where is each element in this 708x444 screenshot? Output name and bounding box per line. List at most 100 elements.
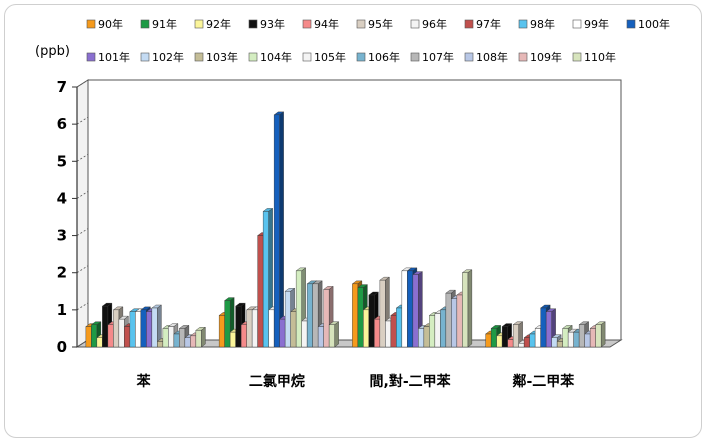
legend-label: 102年 xyxy=(152,50,184,64)
legend-label: 91年 xyxy=(152,17,177,31)
bar-front xyxy=(374,318,381,348)
legend-item: 107年 xyxy=(410,50,454,64)
bar-front xyxy=(390,315,397,348)
bar-front xyxy=(534,328,541,348)
bar xyxy=(461,269,473,348)
x-tick-label: 鄰-二甲苯 xyxy=(512,373,575,390)
legend-label: 101年 xyxy=(98,50,130,64)
bar-front xyxy=(434,313,441,348)
legend-swatch xyxy=(356,52,366,62)
bar-front xyxy=(357,287,364,348)
legend-swatch xyxy=(410,52,420,62)
legend-label: 109年 xyxy=(530,50,562,64)
legend-swatch xyxy=(86,52,96,62)
bar-front xyxy=(556,341,563,348)
x-tick-label: 間,對-二甲苯 xyxy=(370,373,452,390)
bar-front xyxy=(595,324,602,348)
bar-front xyxy=(295,270,302,348)
bar xyxy=(151,304,162,348)
plot-area: 0 1 2 3 4 5 6 7 苯 二氯甲烷 間,對-二甲苯 鄰-二甲苯 xyxy=(57,78,623,390)
bar-front xyxy=(523,337,530,348)
bar-front xyxy=(118,318,125,348)
legend-item: 104年 xyxy=(248,50,292,64)
legend-label: 110年 xyxy=(584,50,616,64)
legend-swatch xyxy=(302,52,312,62)
bar-front xyxy=(257,235,264,348)
bar-front xyxy=(317,326,324,348)
legend-item: 103年 xyxy=(194,50,238,64)
bar-front xyxy=(551,337,558,348)
bar-front xyxy=(284,291,291,348)
bar-front xyxy=(107,324,114,348)
legend-swatch xyxy=(140,52,150,62)
bar xyxy=(195,326,206,348)
legend-item: 109年 xyxy=(518,50,562,64)
bar-front xyxy=(423,326,430,348)
bar-front xyxy=(251,309,258,348)
legend-label: 108年 xyxy=(476,50,508,64)
bar-front xyxy=(96,337,103,348)
legend-swatch xyxy=(464,19,474,29)
legend-label: 92年 xyxy=(206,17,231,31)
legend-item: 96年 xyxy=(410,17,447,31)
legend-item: 99年 xyxy=(572,17,609,31)
y-tick-label: 3 xyxy=(57,227,67,245)
bar-front xyxy=(445,292,452,348)
y-tick-label: 1 xyxy=(57,301,67,319)
bar-front xyxy=(273,114,280,348)
legend-label: 100年 xyxy=(638,17,670,31)
bar-front xyxy=(490,328,497,348)
legend-item: 101年 xyxy=(86,50,130,64)
legend-label: 104年 xyxy=(260,50,292,64)
legend-label: 96年 xyxy=(422,17,447,31)
bar-front xyxy=(396,307,403,348)
legend: 90年 91年 92年 93年 94年 95年 96年 97年 98年 99年 100年 101年 10… xyxy=(86,17,670,64)
bar-front xyxy=(545,311,552,348)
legend-item: 90年 xyxy=(86,17,123,31)
bar-front xyxy=(385,320,392,348)
bar-front xyxy=(229,331,236,348)
legend-swatch xyxy=(464,52,474,62)
bar-front xyxy=(168,326,175,348)
bar-front xyxy=(157,341,164,348)
bar-front xyxy=(102,305,109,348)
bar-front xyxy=(246,309,253,348)
bar-front xyxy=(85,326,92,348)
legend-swatch xyxy=(518,52,528,62)
legend-label: 93年 xyxy=(260,17,285,31)
bar-front xyxy=(363,309,370,348)
bar-front xyxy=(218,315,225,348)
bar-front xyxy=(129,311,136,348)
bar-front xyxy=(589,328,596,348)
bar-front xyxy=(429,315,436,348)
bar-front xyxy=(501,326,508,348)
legend-item: 95年 xyxy=(356,17,393,31)
bar-front xyxy=(162,328,169,348)
legend-swatch xyxy=(140,19,150,29)
legend-item: 91年 xyxy=(140,17,177,31)
bar-front xyxy=(418,328,425,348)
bar-front xyxy=(584,333,591,348)
legend-label: 94年 xyxy=(314,17,339,31)
y-axis-label: (ppb) xyxy=(35,44,70,59)
bar-front xyxy=(146,311,153,348)
bar-front xyxy=(195,330,202,348)
bar-side xyxy=(334,321,339,348)
legend-item: 100年 xyxy=(626,17,670,31)
legend-label: 106年 xyxy=(368,50,400,64)
y-tick-label: 0 xyxy=(57,338,67,356)
legend-label: 103年 xyxy=(206,50,238,64)
y-tick-label: 6 xyxy=(57,115,67,133)
chart-frame: 90年 91年 92年 93年 94年 95年 96年 97年 98年 99年 100年 101年 10… xyxy=(4,4,702,438)
x-tick-label: 二氯甲烷 xyxy=(249,373,305,390)
y-tick-label: 7 xyxy=(57,78,67,96)
y-tick-label: 5 xyxy=(57,152,67,170)
bar-front xyxy=(240,324,247,348)
bar-front xyxy=(306,283,313,348)
legend-swatch xyxy=(572,19,582,29)
bar-side xyxy=(279,111,284,348)
bar-front xyxy=(124,326,131,348)
legend-swatch xyxy=(194,19,204,29)
legend-swatch xyxy=(572,52,582,62)
